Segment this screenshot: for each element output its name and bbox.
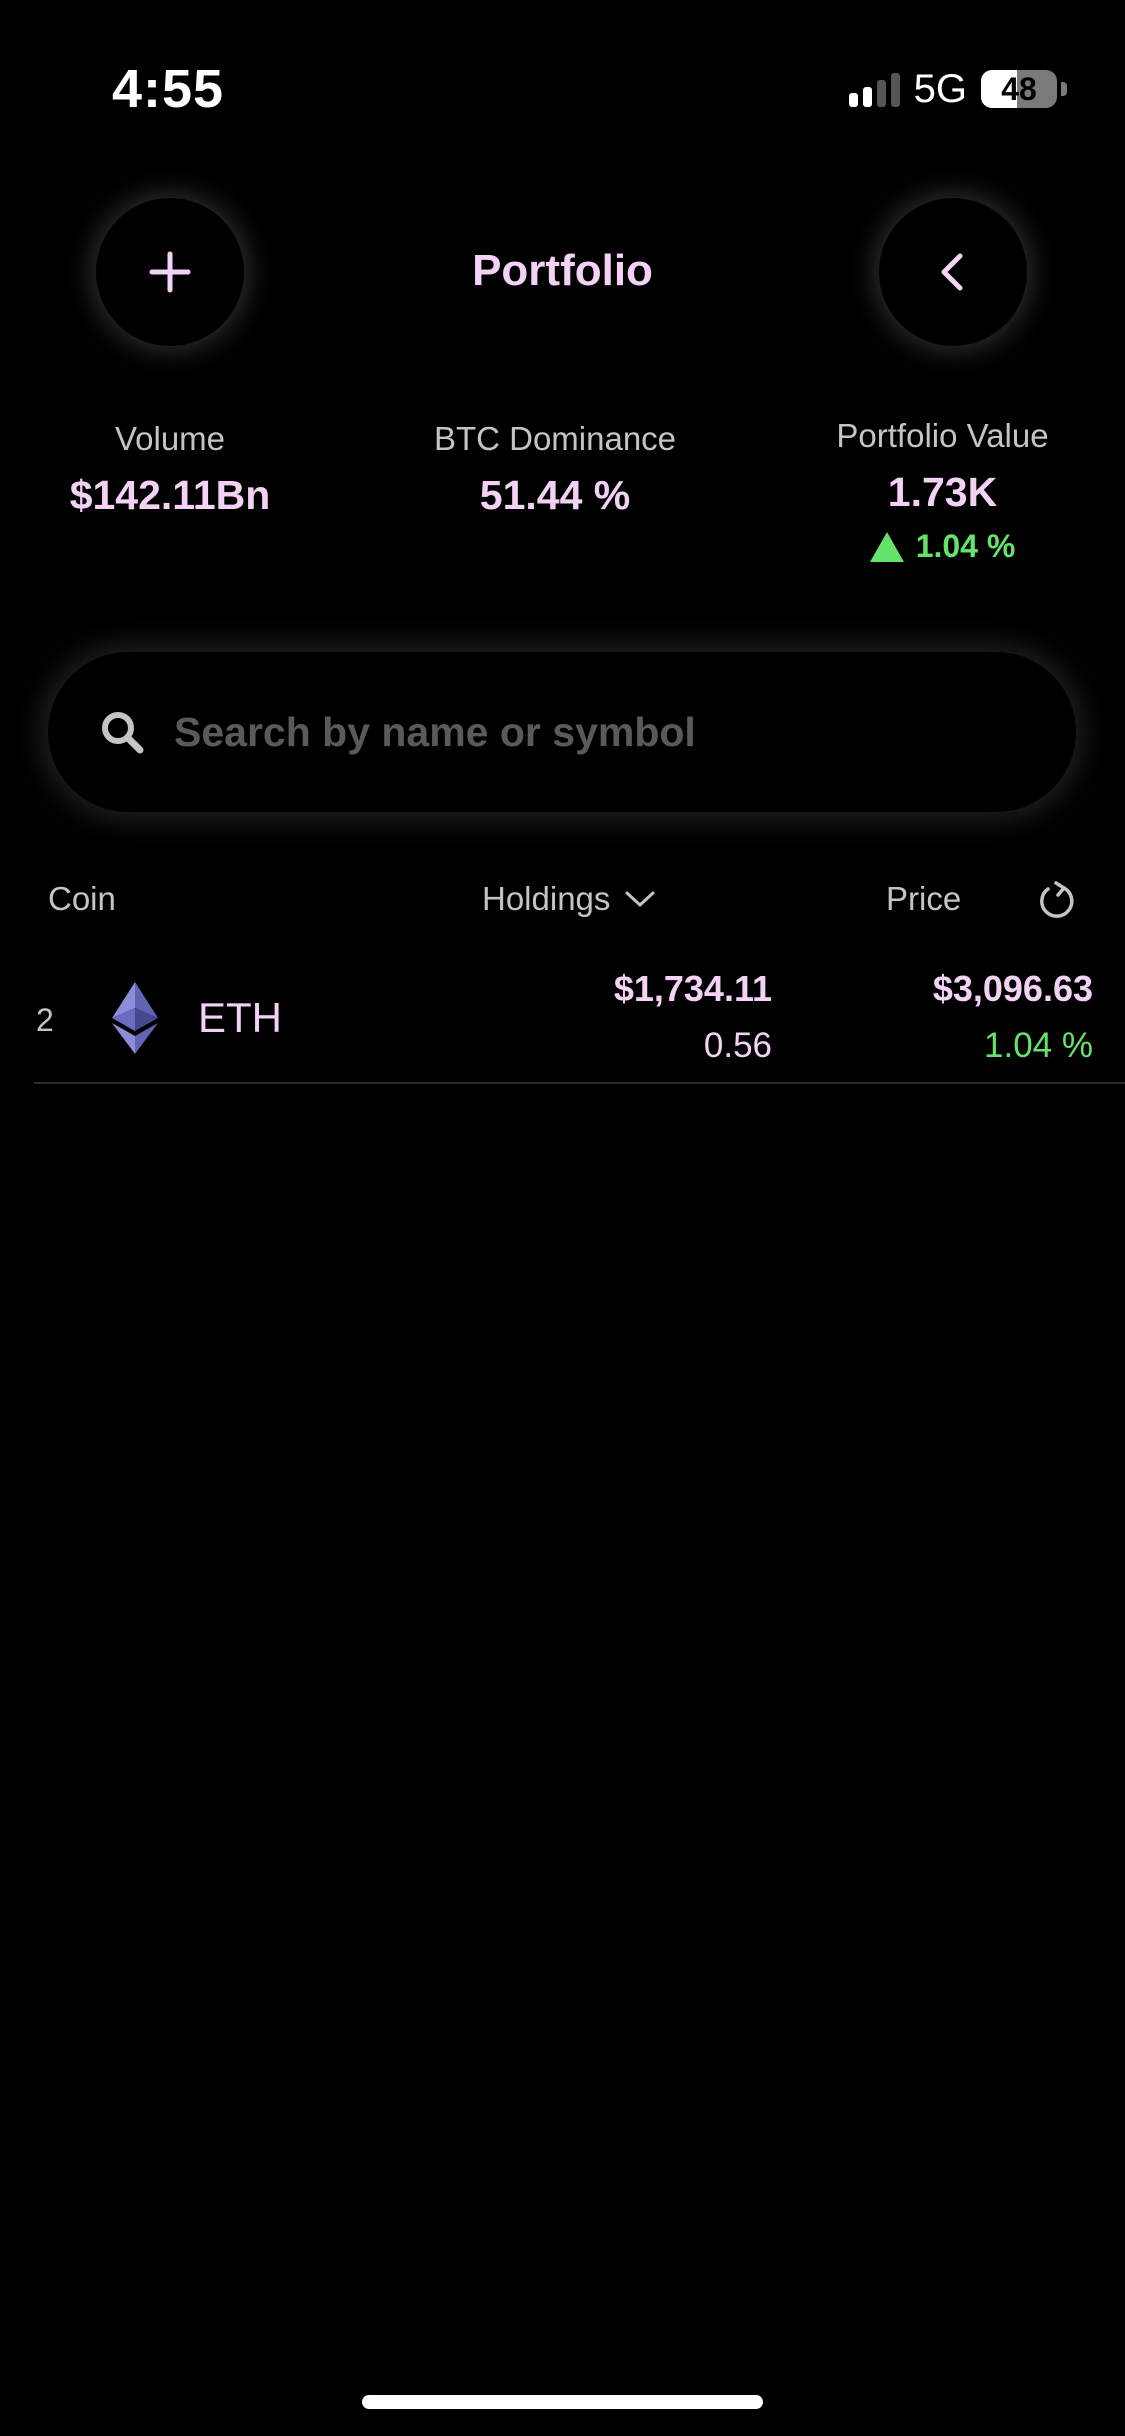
page-title: Portfolio xyxy=(472,246,653,295)
volume-label: Volume xyxy=(114,420,226,457)
holding-value: $1,734.11 xyxy=(613,968,772,1009)
coin-rank: 2 xyxy=(36,1002,54,1038)
row-divider xyxy=(34,1082,1125,1084)
btc-dominance-label: BTC Dominance xyxy=(433,420,677,457)
portfolio-value-amount: 1.73K xyxy=(887,469,998,515)
portfolio-change: 1.04 % xyxy=(780,528,1105,565)
chevron-left-icon xyxy=(941,253,963,291)
battery-icon: 48 xyxy=(981,70,1057,108)
holdings-header-label: Holdings xyxy=(482,880,611,917)
search-bar[interactable] xyxy=(48,652,1076,812)
btc-dominance-stat: BTC Dominance 51.44 % xyxy=(405,420,705,519)
search-input[interactable] xyxy=(172,691,1076,773)
column-header-price[interactable]: Price xyxy=(886,880,962,917)
back-button[interactable] xyxy=(879,198,1027,346)
home-indicator[interactable] xyxy=(362,2395,763,2409)
network-type: 5G xyxy=(913,66,967,111)
status-indicators: 5G 48 xyxy=(848,64,1067,114)
column-header-holdings[interactable]: Holdings xyxy=(482,880,656,918)
portfolio-change-value: 1.04 % xyxy=(915,528,1016,564)
btc-dominance-value: 51.44 % xyxy=(479,472,631,518)
coin-price-change: 1.04 % xyxy=(984,1026,1093,1065)
battery-level: 48 xyxy=(1001,70,1037,107)
triangle-up-icon xyxy=(869,531,904,562)
holding-amount: 0.56 xyxy=(703,1026,772,1065)
add-coin-button[interactable] xyxy=(96,198,244,346)
coin-symbol: ETH xyxy=(198,994,282,1041)
column-header-coin[interactable]: Coin xyxy=(48,880,116,917)
coin-price: $3,096.63 xyxy=(932,968,1093,1009)
volume-stat: Volume $142.11Bn xyxy=(20,420,320,519)
refresh-icon xyxy=(1040,881,1074,918)
search-icon xyxy=(102,712,144,754)
portfolio-value-stat: Portfolio Value 1.73K 1.04 % xyxy=(780,417,1105,565)
refresh-button[interactable] xyxy=(1036,880,1078,922)
battery-cap xyxy=(1061,82,1067,96)
cellular-signal-icon xyxy=(848,71,900,107)
chevron-down-icon xyxy=(625,891,655,907)
status-time: 4:55 xyxy=(112,59,225,119)
plus-icon xyxy=(149,251,191,293)
portfolio-value-label: Portfolio Value xyxy=(836,417,1049,454)
volume-value: $142.11Bn xyxy=(69,472,271,518)
eth-logo-icon xyxy=(110,982,160,1054)
